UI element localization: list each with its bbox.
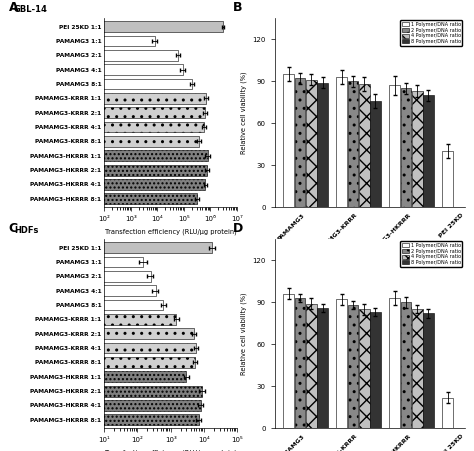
Bar	[317, 308, 328, 428]
Bar	[295, 78, 305, 207]
Bar	[295, 298, 305, 428]
Bar	[0, 36, 155, 46]
Bar	[0, 343, 196, 354]
Text: HDFs: HDFs	[14, 226, 38, 235]
Bar	[0, 21, 223, 32]
Text: D: D	[233, 222, 244, 235]
Bar	[306, 304, 317, 428]
Bar	[0, 328, 194, 339]
X-axis label: Transfection efficiency (RLU/µg protein): Transfection efficiency (RLU/µg protein)	[105, 449, 237, 451]
Bar	[0, 165, 207, 175]
Bar	[359, 309, 370, 428]
Bar	[389, 298, 400, 428]
Bar	[0, 64, 182, 75]
Bar	[347, 81, 358, 207]
Bar	[0, 285, 155, 296]
Bar	[0, 151, 208, 161]
Bar	[401, 88, 411, 207]
Bar	[0, 372, 186, 382]
Text: GBL-14: GBL-14	[14, 5, 48, 14]
Legend: 1 Polymer/DNA ratio, 2 Polymer/DNA ratio, 4 Polymer/DNA ratio, 8 Polymer/DNA rat: 1 Polymer/DNA ratio, 2 Polymer/DNA ratio…	[401, 241, 462, 267]
Text: B: B	[233, 1, 243, 14]
Bar	[0, 400, 201, 411]
Bar	[0, 299, 163, 310]
Bar	[0, 314, 176, 325]
Bar	[412, 91, 422, 207]
Legend: 1 Polymer/DNA ratio, 2 Polymer/DNA ratio, 4 Polymer/DNA ratio, 8 Polymer/DNA rat: 1 Polymer/DNA ratio, 2 Polymer/DNA ratio…	[401, 20, 462, 46]
Bar	[283, 294, 294, 428]
Text: C: C	[9, 222, 18, 235]
Bar	[389, 85, 400, 207]
Bar	[0, 136, 199, 147]
Bar	[283, 74, 294, 207]
Bar	[337, 299, 347, 428]
Bar	[0, 179, 206, 190]
Bar	[0, 78, 192, 89]
Bar	[423, 95, 434, 207]
Bar	[317, 83, 328, 207]
Bar	[0, 193, 197, 204]
Bar	[0, 242, 212, 253]
Bar	[0, 107, 205, 118]
Bar	[0, 414, 199, 425]
Y-axis label: Relative cell viability (%): Relative cell viability (%)	[240, 292, 247, 375]
Bar	[401, 302, 411, 428]
Bar	[0, 386, 202, 396]
Bar	[370, 101, 381, 207]
Bar	[0, 271, 151, 282]
Bar	[0, 122, 204, 133]
Bar	[370, 312, 381, 428]
Bar	[442, 152, 453, 207]
Bar	[0, 50, 178, 61]
Bar	[306, 80, 317, 207]
Bar	[347, 305, 358, 428]
Y-axis label: Relative cell viability (%): Relative cell viability (%)	[240, 71, 247, 154]
Bar	[0, 93, 206, 104]
Bar	[442, 398, 453, 428]
X-axis label: Transfection efficiency (RLU/µg protein): Transfection efficiency (RLU/µg protein)	[105, 228, 237, 235]
Bar	[0, 357, 195, 368]
Bar	[337, 77, 347, 207]
Text: A: A	[9, 1, 18, 14]
Bar	[359, 84, 370, 207]
Bar	[423, 313, 434, 428]
Bar	[412, 309, 422, 428]
Bar	[0, 257, 143, 267]
